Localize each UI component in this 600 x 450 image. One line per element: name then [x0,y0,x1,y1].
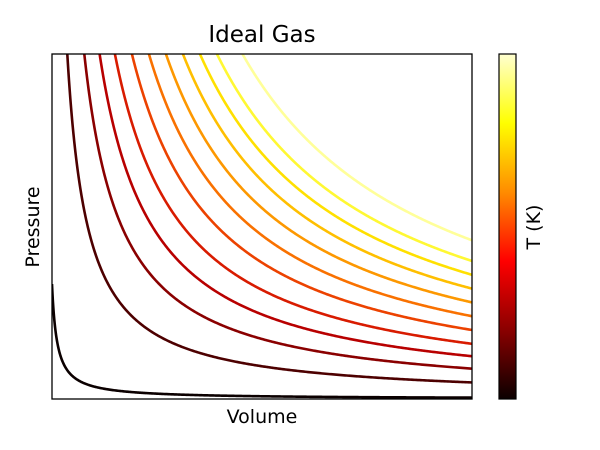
y-axis-label: Pressure [22,186,44,267]
x-axis-label: Volume [227,406,298,428]
isotherm-line-1 [52,283,472,399]
isotherm-line-12 [240,54,472,242]
isotherm-line-3 [83,54,472,370]
isotherm-line-4 [98,54,472,358]
plot-area-frame [51,53,473,400]
isotherm-line-2 [65,54,472,384]
isotherm-line-11 [215,54,472,263]
isotherm-line-8 [164,54,472,304]
isotherm-line-9 [181,54,472,290]
isotherm-line-10 [198,54,472,277]
isotherm-line-5 [113,54,472,346]
series-group [52,54,472,399]
isotherm-line-6 [130,54,472,332]
colorbar-label: T (K) [523,205,545,251]
chart-title: Ideal Gas [208,22,315,48]
isotherm-line-7 [147,54,472,318]
colorbar [498,53,517,400]
